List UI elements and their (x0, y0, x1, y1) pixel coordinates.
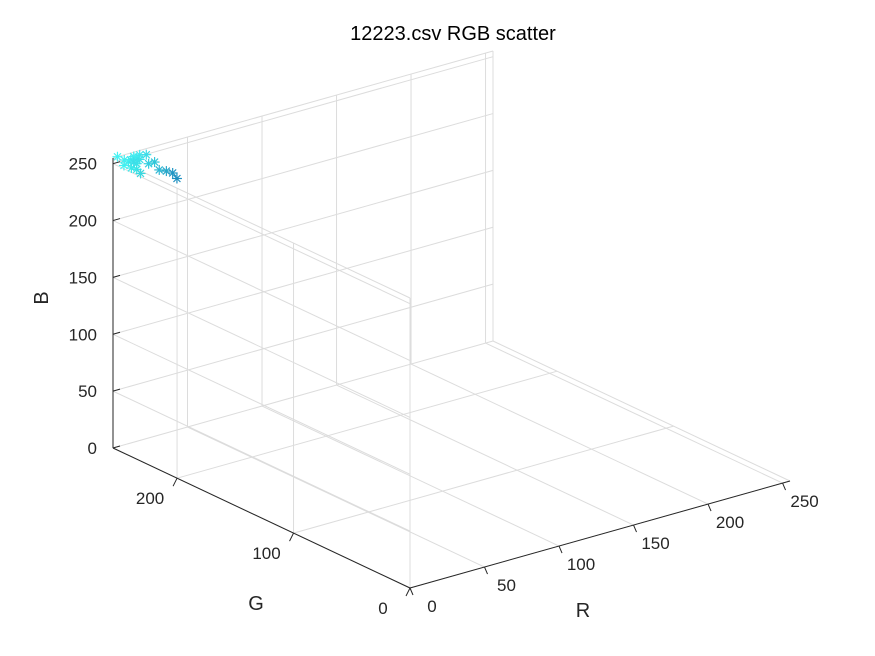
x-tick-label: 200 (716, 513, 744, 532)
grid-lines (112, 50, 791, 589)
data-point (128, 157, 139, 168)
y-tick-label: 0 (378, 599, 387, 618)
data-points (112, 149, 182, 184)
z-tick-mark (112, 388, 121, 392)
grid-line-wall-b2 (112, 226, 494, 335)
x-tick-mark (484, 566, 488, 575)
grid-line-wall-b (112, 220, 411, 362)
z-tick-mark (112, 331, 121, 335)
chart-title: 12223.csv RGB scatter (350, 23, 556, 45)
y-tick-mark (172, 477, 178, 487)
grid-line-floor-r (187, 426, 485, 568)
x-tick-mark (558, 545, 563, 554)
data-point-stroke (113, 152, 122, 161)
data-point-stroke (129, 152, 138, 161)
grid-line-wall-b2 (112, 169, 494, 278)
y-axis-line (112, 447, 411, 589)
data-point-stroke (155, 166, 164, 174)
data-point (149, 157, 160, 168)
x-axis-line (409, 480, 791, 589)
data-point (119, 154, 130, 165)
data-point (135, 168, 146, 179)
data-point (134, 149, 145, 160)
x-tick-label: 100 (567, 555, 595, 574)
x-tick-mark (409, 587, 414, 596)
grid-line-floor-r (261, 405, 560, 547)
data-point-stroke (142, 150, 151, 159)
data-point-stroke (129, 158, 138, 167)
tick-labels: 0 50 100 150 200 250 0 100 200 0 50 100 150 200 250 (69, 155, 819, 618)
data-point (128, 151, 139, 162)
z-tick-mark (112, 218, 121, 222)
grid-line-floor-r (485, 342, 783, 484)
data-point (171, 173, 182, 184)
z-axis-label: B (31, 291, 53, 304)
y-tick-label: 100 (252, 544, 280, 563)
z-tick-label: 200 (69, 212, 97, 231)
y-tick-mark (405, 587, 411, 597)
data-point-stroke (120, 161, 128, 170)
x-tick-label: 150 (641, 534, 669, 553)
grid-line-floor-r (410, 363, 709, 505)
x-tick-label: 250 (790, 492, 818, 511)
grid-line-floor-g (293, 425, 674, 534)
x-tick-label: 50 (497, 576, 516, 595)
grid-line-floor-g (176, 370, 558, 479)
data-point (143, 158, 154, 169)
z-tick-label: 100 (69, 325, 97, 344)
data-point-stroke (132, 165, 141, 174)
y-axis-label: G (248, 593, 264, 615)
z-tick-label: 150 (69, 268, 97, 287)
z-tick-label: 0 (88, 439, 97, 458)
data-point (167, 167, 178, 178)
data-point-stroke (144, 159, 153, 168)
z-tick-mark (112, 445, 121, 449)
x-tick-mark (633, 524, 637, 533)
data-point-stroke (120, 156, 129, 164)
data-point (141, 149, 152, 160)
data-point-stroke (135, 150, 144, 159)
grid-line-wall-b2 (112, 283, 494, 392)
data-point-stroke (168, 169, 177, 177)
data-point-stroke (162, 167, 171, 175)
grid-line-wall-b (112, 333, 411, 475)
z-tick-label: 50 (78, 382, 97, 401)
grid-line-wall-b (112, 276, 411, 418)
grid-line-wall-b2 (112, 56, 494, 165)
grid-line-wall-b (112, 390, 411, 532)
y-tick-label: 200 (136, 489, 164, 508)
x-tick-mark (782, 482, 787, 491)
grid-box-edge (112, 50, 494, 159)
data-point-stroke (173, 174, 181, 183)
data-point-stroke (150, 158, 159, 166)
z-tick-mark (112, 274, 121, 278)
grid-line-wall-b2 (112, 113, 494, 222)
x-tick-label: 0 (427, 597, 436, 616)
data-point (154, 164, 165, 175)
data-point (161, 166, 172, 177)
data-point (112, 151, 123, 162)
x-tick-mark (707, 503, 712, 512)
grid-box-edge (112, 157, 411, 299)
grid-line-wall-b (112, 163, 411, 305)
x-axis-label: R (576, 600, 590, 622)
grid-line-floor-r (336, 384, 634, 526)
grid-box-edge (492, 340, 791, 482)
z-tick-label: 250 (69, 155, 97, 174)
y-tick-mark (289, 532, 294, 542)
axes (112, 158, 791, 597)
z-tick-mark (112, 161, 121, 165)
grid-line-wall-b2 (112, 340, 494, 449)
data-point-stroke (136, 169, 145, 178)
